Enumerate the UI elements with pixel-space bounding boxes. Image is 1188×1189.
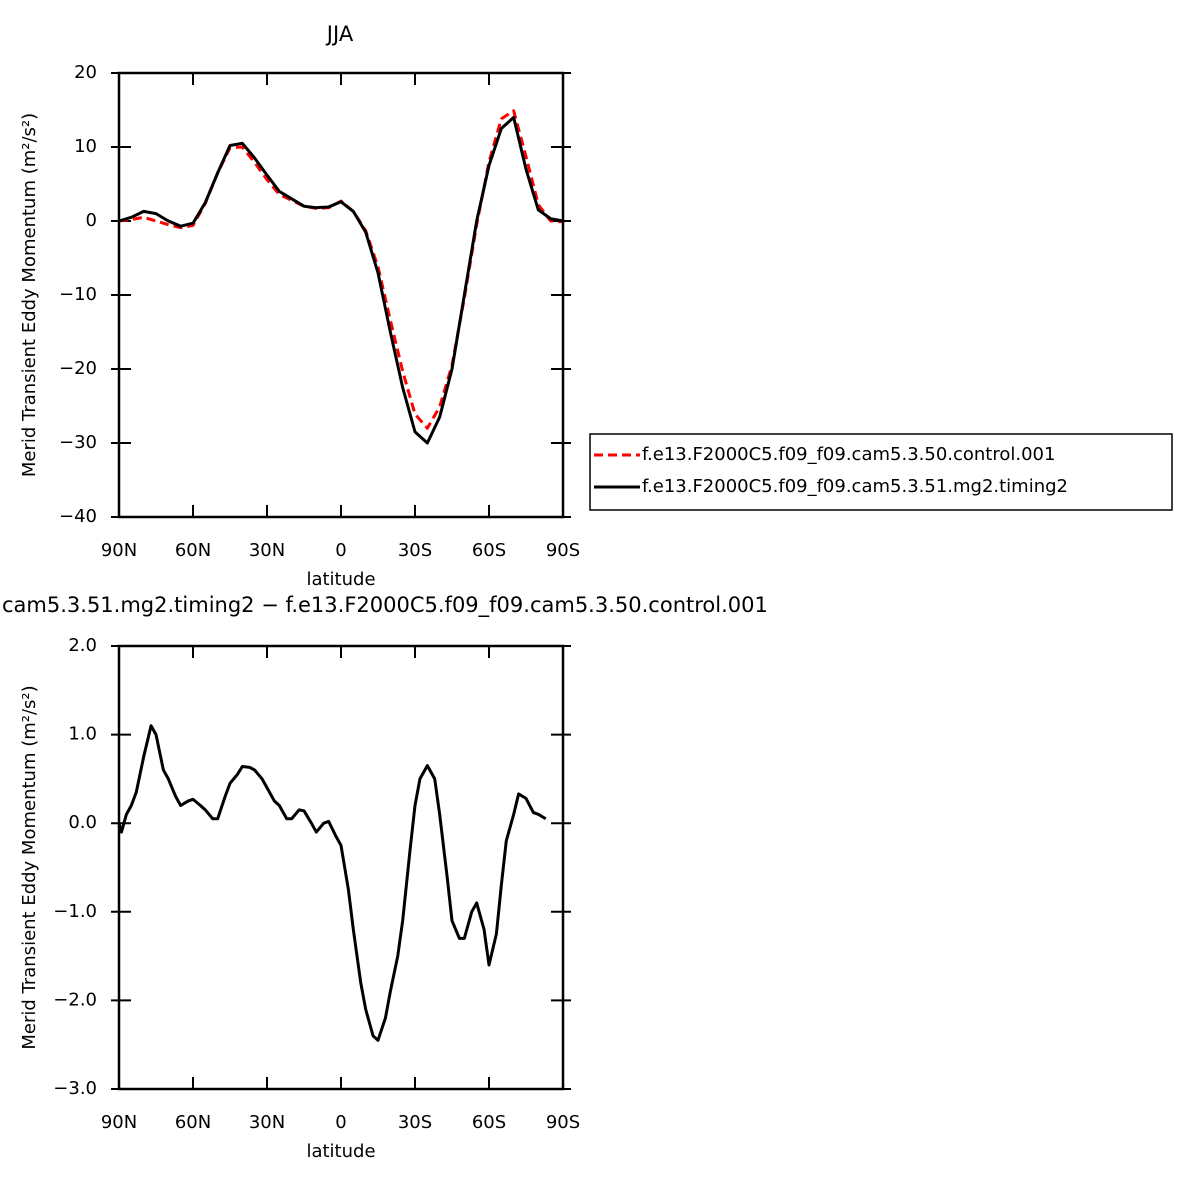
chart-title: cam5.3.51.mg2.timing2 − f.e13.F2000C5.f0… [2, 593, 768, 618]
legend-box [589, 433, 1173, 511]
plot-frame [117, 71, 565, 519]
legend-label: f.e13.F2000C5.f09_f09.cam5.3.51.mg2.timi… [642, 476, 1068, 497]
y-axis-label: Merid Transient Eddy Momentum (m²/s²) [19, 685, 40, 1049]
x-tick-label: 60S [472, 1112, 506, 1133]
y-tick-label: 0 [86, 210, 97, 231]
x-tick-label: 90N [101, 1112, 137, 1133]
y-tick-label: 2.0 [68, 635, 97, 656]
data-line [118, 109, 564, 430]
y-tick-label: −20 [59, 358, 97, 379]
x-tick-label: 30S [398, 1112, 432, 1133]
y-tick-label: −1.0 [53, 901, 97, 922]
x-tick-label: 30N [249, 1112, 285, 1133]
x-tick-label: 90N [101, 540, 137, 561]
x-tick-label: 90S [546, 540, 580, 561]
x-tick-label: 60N [175, 540, 211, 561]
y-tick-label: 20 [74, 62, 97, 83]
x-tick-label: 0 [335, 1112, 346, 1133]
x-tick-label: 90S [546, 1112, 580, 1133]
x-tick-label: 30N [249, 540, 285, 561]
y-tick-label: −2.0 [53, 989, 97, 1010]
y-tick-label: 0.0 [68, 812, 97, 833]
x-axis-label: latitude [306, 1141, 375, 1162]
data-line [117, 724, 547, 1042]
y-tick-label: −3.0 [53, 1078, 97, 1099]
x-tick-label: 60N [175, 1112, 211, 1133]
y-tick-label: −10 [59, 284, 97, 305]
y-tick-label: 10 [74, 136, 97, 157]
chart-title: JJA [325, 22, 354, 46]
y-tick-label: −30 [59, 432, 97, 453]
plot-frame [117, 644, 565, 1091]
x-tick-label: 30S [398, 540, 432, 561]
legend-label: f.e13.F2000C5.f09_f09.cam5.3.50.control.… [642, 444, 1055, 465]
y-axis-label: Merid Transient Eddy Momentum (m²/s²) [19, 113, 40, 477]
y-tick-label: −40 [59, 506, 97, 527]
data-line [118, 115, 564, 445]
x-tick-label: 0 [335, 540, 346, 561]
y-tick-label: 1.0 [68, 724, 97, 745]
x-axis-label: latitude [306, 569, 375, 590]
x-tick-label: 60S [472, 540, 506, 561]
